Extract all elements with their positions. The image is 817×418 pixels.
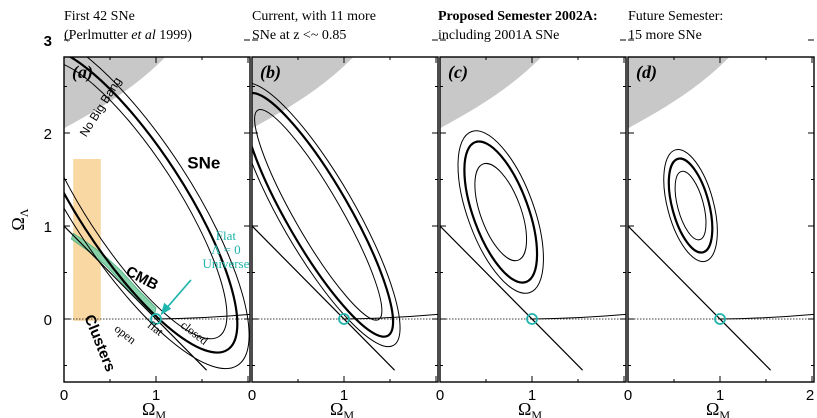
panel-frame xyxy=(439,56,627,383)
panel-label: (b) xyxy=(260,62,281,83)
panel-label: (d) xyxy=(636,62,657,83)
sne-contour-2 xyxy=(64,57,239,354)
panel-frame xyxy=(251,56,439,383)
x-axis-label: ΩM xyxy=(518,399,542,418)
x-axis-label-main: Ω xyxy=(518,399,531,418)
sne-contour-1 xyxy=(254,109,383,321)
panel-frame xyxy=(627,56,815,383)
sne-contour-1 xyxy=(474,162,528,262)
x-axis-label: ΩM xyxy=(706,399,730,418)
flat-universe-line xyxy=(252,225,396,371)
y-axis-label: ΩΛ xyxy=(8,208,31,230)
clusters-label: Clusters xyxy=(81,312,119,374)
sne-label: SNe xyxy=(187,153,220,172)
sne-contour-3 xyxy=(457,130,544,294)
panel-caption-line: (Perlmutter et al 1999) xyxy=(64,28,192,43)
caption-part: 1999) xyxy=(156,28,193,43)
y-tick-label: 2 xyxy=(44,126,52,143)
x-axis-label-sub: M xyxy=(719,408,730,418)
x-axis-label-sub: M xyxy=(343,408,354,418)
x-tick-label: 0 xyxy=(60,387,68,404)
flat-universe-line xyxy=(64,225,208,371)
clusters-region xyxy=(73,159,101,321)
y-tick-label: 0 xyxy=(44,312,52,329)
plot-area xyxy=(440,57,626,371)
cosmology-point-marker xyxy=(714,313,726,325)
panel-caption-line: First 42 SNe xyxy=(64,9,135,24)
caption-part: (Perlmutter xyxy=(64,28,131,43)
sne-contour-1 xyxy=(64,60,228,340)
y-tick-label: 3 xyxy=(44,33,52,50)
y-tick-label: 1 xyxy=(44,219,52,236)
sne-contour-2 xyxy=(252,91,395,338)
sne-contour-3 xyxy=(663,148,718,263)
sne-contour-2 xyxy=(463,140,539,284)
y-axis-label-sub: Λ xyxy=(17,208,31,217)
sne-contour-1 xyxy=(674,170,707,241)
no-big-bang-region xyxy=(440,57,542,129)
flat-universe-line xyxy=(440,225,584,371)
closed-boundary-line xyxy=(155,313,250,320)
closed-boundary-line xyxy=(719,313,814,320)
flat-label: flat xyxy=(145,318,167,339)
x-axis-label-sub: M xyxy=(155,408,166,418)
x-tick-label: 0 xyxy=(624,387,632,404)
x-axis-label: ΩM xyxy=(330,399,354,418)
x-axis-label: ΩM xyxy=(142,399,166,418)
no-big-bang-region xyxy=(628,57,730,129)
x-tick-label: 1 xyxy=(716,387,724,404)
panel-caption-line: SNe at z <~ 0.85 xyxy=(252,28,346,43)
x-tick-label: 0 xyxy=(436,387,444,404)
x-tick-label: 2 xyxy=(806,387,814,404)
flat-universe-label: Universe xyxy=(202,256,249,271)
cosmology-point-marker xyxy=(338,313,350,325)
sne-contour-3 xyxy=(252,82,401,348)
x-tick-label: 1 xyxy=(340,387,348,404)
panel-b: 0 1ΩM (b) Current, with 11 more SNe at z <~ … xyxy=(248,9,439,418)
sne-contour-2 xyxy=(667,157,714,254)
flat-universe-arrow xyxy=(164,279,192,311)
panel-c: 0 1ΩM (c) Proposed Semester 2002A: including… xyxy=(436,9,627,418)
panel-caption-line: 15 more SNe xyxy=(628,28,702,43)
flat-universe-label: Λ = 0 xyxy=(211,242,240,257)
panel-caption-line: including 2001A SNe xyxy=(438,28,559,43)
open-label: open xyxy=(112,321,139,346)
panel-caption-line: Current, with 11 more xyxy=(252,9,376,24)
x-tick-label: 0 xyxy=(248,387,256,404)
panel-frame xyxy=(63,56,251,383)
panel-caption-line: Proposed Semester 2002A: xyxy=(438,9,598,24)
flat-universe-label: Flat xyxy=(216,228,237,243)
panel-label: (a) xyxy=(72,62,93,83)
cosmology-point-marker xyxy=(150,313,162,325)
x-axis-label-main: Ω xyxy=(706,399,719,418)
flat-universe-line xyxy=(628,225,772,371)
plot-area xyxy=(628,57,814,371)
y-axis-label-main: Ω xyxy=(8,217,28,230)
flat-universe-arrowhead xyxy=(160,302,172,316)
x-tick-label: 1 xyxy=(152,387,160,404)
closed-boundary-line xyxy=(343,313,438,320)
x-tick-label: 1 xyxy=(528,387,536,404)
sne-contour-3 xyxy=(64,57,250,370)
x-axis-label-sub: M xyxy=(531,408,542,418)
x-axis-label-main: Ω xyxy=(330,399,343,418)
closed-label: closed xyxy=(178,318,211,348)
panel-d: 0 1 2 ΩM (d) Future Semester: 15 more SNe xyxy=(624,9,815,418)
plot-area xyxy=(252,57,438,371)
plot-area xyxy=(64,57,250,371)
panel-label: (c) xyxy=(448,62,468,83)
no-big-bang-region xyxy=(252,57,354,129)
x-axis-label-main: Ω xyxy=(142,399,155,418)
closed-boundary-line xyxy=(531,313,626,320)
caption-part: et al xyxy=(131,28,156,43)
panel-caption-line: Future Semester: xyxy=(628,9,723,24)
cosmology-point-marker xyxy=(526,313,538,325)
